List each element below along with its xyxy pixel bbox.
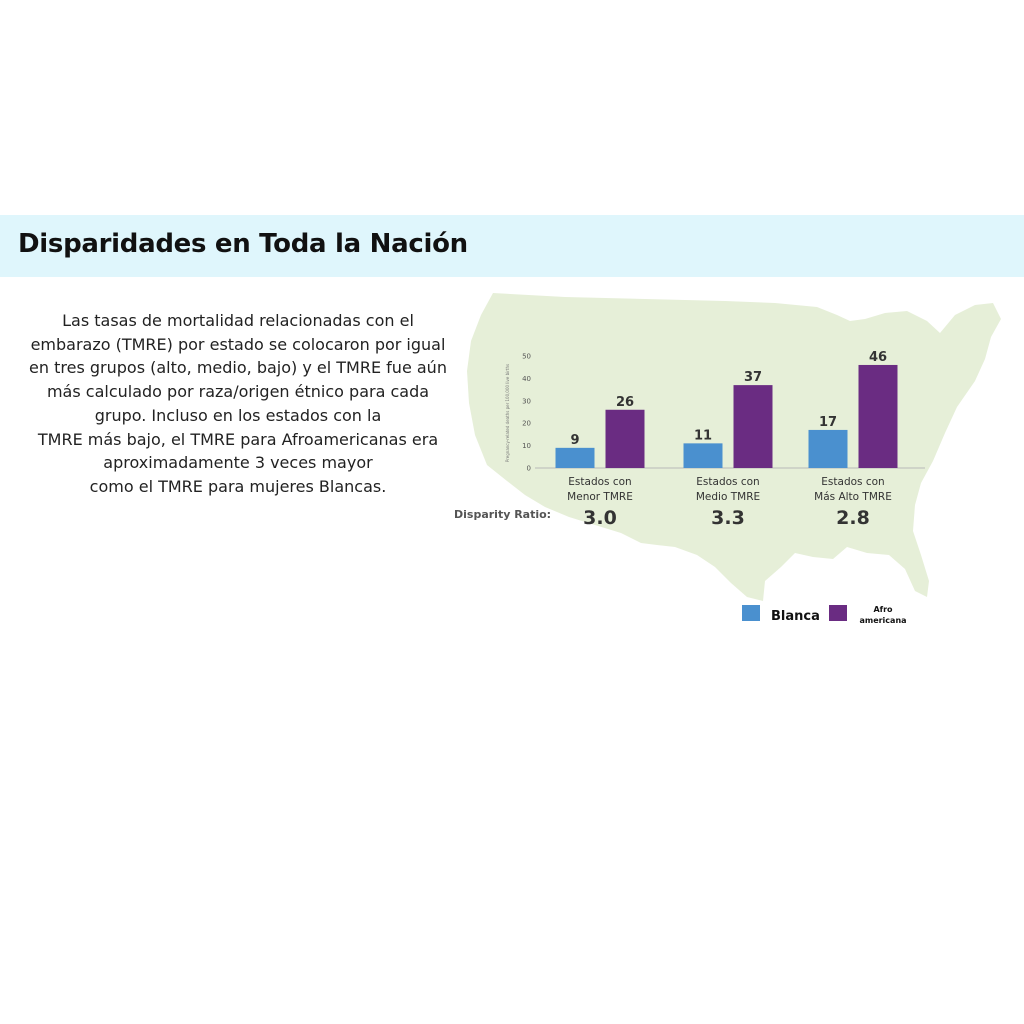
disparity-ratio-value: 2.8: [836, 507, 870, 529]
y-tick-label: 0: [527, 465, 531, 473]
bar: [683, 443, 723, 468]
y-tick-label: 10: [522, 442, 531, 450]
paragraph-line: embarazo (TMRE) por estado se colocaron …: [30, 334, 446, 354]
paragraph-line: TMRE más bajo, el TMRE para Afroamerican…: [37, 429, 439, 449]
bar-value-label: 37: [744, 370, 762, 385]
legend-swatch-afroamericana: [829, 605, 847, 621]
paragraph-line: más calculado por raza/origen étnico par…: [46, 382, 430, 402]
bar: [808, 429, 848, 468]
disparity-ratio-label: Disparity Ratio:: [454, 508, 551, 521]
y-axis-label: Pregnancy-related deaths per 100,000 liv…: [505, 364, 510, 462]
bar: [858, 364, 898, 468]
category-label: Menor TMRE: [567, 491, 633, 503]
y-tick-label: 20: [522, 420, 531, 428]
bar: [555, 447, 595, 468]
paragraph-line: en tres grupos (alto, medio, bajo) y el …: [29, 358, 447, 378]
legend-label-americana: americana: [859, 616, 906, 625]
bar-value-label: 11: [694, 428, 712, 443]
category-label: Estados con: [821, 476, 884, 488]
disparity-ratio-value: 3.0: [583, 507, 617, 529]
bar: [733, 385, 773, 468]
y-tick-label: 40: [522, 375, 531, 383]
category-label: Estados con: [696, 476, 759, 488]
paragraph-line: grupo. Incluso en los estados con la: [94, 405, 382, 425]
bar-value-label: 26: [616, 395, 634, 410]
y-tick-label: 30: [522, 397, 531, 405]
bar-chart: Pregnancy-related deaths per 100,000 liv…: [454, 293, 1001, 625]
legend-label-afro: Afro: [873, 605, 893, 614]
page-title: Disparidades en Toda la Nación: [18, 229, 468, 259]
description-paragraph: Las tasas de mortalidad relacionadas con…: [28, 309, 448, 499]
category-label: Medio TMRE: [696, 491, 760, 503]
y-tick-label: 50: [522, 353, 531, 361]
legend-label-blanca: Blanca: [771, 609, 820, 624]
disparity-ratio-value: 3.3: [711, 507, 745, 529]
chart-figure: Pregnancy-related deaths per 100,000 liv…: [445, 285, 1015, 635]
bar: [605, 409, 645, 468]
bar-value-label: 46: [869, 350, 887, 365]
header-band: [0, 215, 1024, 277]
bar-value-label: 17: [819, 415, 837, 430]
bar-value-label: 9: [570, 433, 579, 448]
paragraph-line: Las tasas de mortalidad relacionadas con…: [62, 311, 414, 330]
paragraph-line: como el TMRE para mujeres Blancas.: [89, 476, 387, 496]
category-label: Estados con: [568, 476, 631, 488]
category-label: Más Alto TMRE: [814, 491, 892, 503]
legend-swatch-blanca: [742, 605, 760, 621]
paragraph-line: aproximadamente 3 veces mayor: [103, 453, 373, 473]
